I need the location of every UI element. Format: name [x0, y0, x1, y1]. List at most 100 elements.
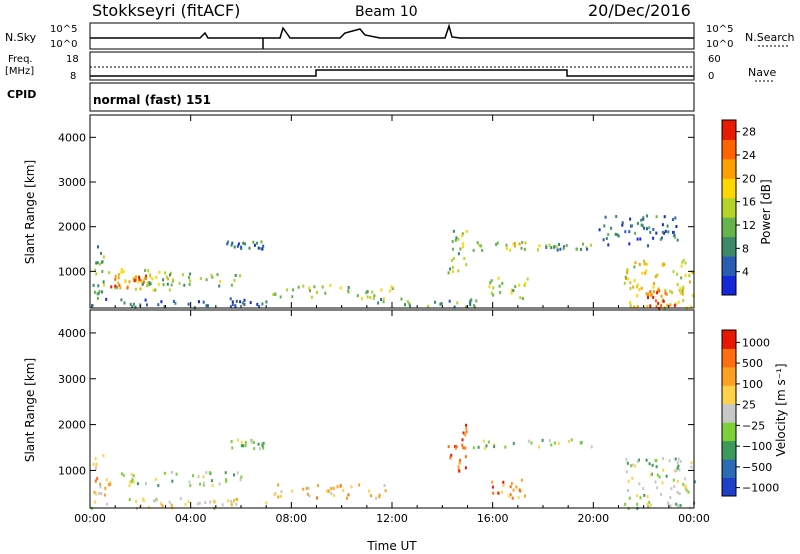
- pwr-echo-cell: [134, 275, 137, 279]
- pwr-echo-cell: [98, 262, 101, 266]
- pwr-echo-cell: [404, 303, 406, 307]
- vel-echo-cell: [679, 503, 682, 507]
- pwr-echo-cell: [456, 301, 459, 305]
- nave-label: Nave: [748, 66, 777, 79]
- pwr-echo-cell: [626, 271, 629, 275]
- power-panel-frame: [89, 114, 695, 309]
- vel-echo-cell: [104, 493, 106, 497]
- pwr-echo-cell: [623, 281, 626, 285]
- vel-echo-cell: [384, 489, 387, 493]
- freq-panel-frame: [89, 51, 695, 81]
- pwr-echo-cell: [95, 272, 98, 276]
- pwr-echo-cell: [138, 275, 141, 279]
- vel-echo-cell: [624, 502, 627, 506]
- pwr-echo-cell: [669, 289, 672, 293]
- pwr-echo-cell: [629, 301, 632, 305]
- vel-echo-cell: [230, 440, 233, 443]
- vel-echo-cell: [676, 466, 679, 470]
- pwr-colorbar-segment: [722, 275, 736, 296]
- pwr-echo-cell: [639, 237, 642, 241]
- pwr-echo-cell: [688, 274, 691, 278]
- pwr-echo-cell: [165, 275, 168, 279]
- pwr-echo-cell: [170, 283, 173, 287]
- pwr-echo-cell: [575, 247, 578, 251]
- vel-echo-cell: [645, 458, 648, 462]
- vel-echo-cell: [648, 462, 651, 466]
- vel-echo-cell: [684, 477, 687, 481]
- vel-echo-cell: [237, 438, 239, 442]
- pwr-colorbar-segment: [722, 217, 736, 238]
- pwr-echo-cell: [239, 300, 242, 304]
- pwr-echo-cell: [448, 299, 451, 303]
- pwr-echo-cell: [680, 276, 683, 280]
- pwr-echo-cell: [653, 290, 655, 294]
- vel-echo-cell: [491, 485, 494, 489]
- vel-echo-cell: [199, 482, 202, 486]
- vel-echo-cell: [675, 469, 678, 473]
- pwr-echo-cell: [649, 230, 652, 234]
- pwr-colorbar-segment: [722, 139, 736, 160]
- vel-echo-cell: [530, 441, 533, 445]
- freq-tick-top: 18: [66, 54, 79, 65]
- pwr-echo-cell: [673, 304, 676, 308]
- pwr-echo-cell: [382, 297, 385, 301]
- velocity-echoes: [90, 423, 696, 510]
- pwr-echo-cell: [377, 301, 380, 305]
- velocity-panel-frame: [89, 309, 695, 509]
- vel-echo-cell: [636, 502, 639, 506]
- pwr-echo-cell: [680, 264, 683, 268]
- pwr-echo-cell: [655, 299, 657, 303]
- pwr-echo-cell: [556, 248, 559, 252]
- vel-echo-cell: [230, 499, 233, 503]
- pwr-echo-cell: [230, 283, 233, 287]
- vel-echo-cell: [171, 479, 174, 483]
- vel-echo-cell: [358, 483, 361, 487]
- vel-echo-cell: [630, 464, 632, 468]
- pwr-echo-cell: [638, 288, 641, 292]
- vel-ytick-label: 2000: [58, 419, 86, 432]
- vel-echo-cell: [527, 439, 530, 443]
- vel-echo-cell: [236, 471, 239, 475]
- pwr-echo-cell: [629, 304, 632, 308]
- pwr-echo-cell: [553, 245, 556, 249]
- vel-echo-cell: [244, 441, 247, 444]
- pwr-echo-cell: [565, 244, 568, 247]
- pwr-echo-cell: [182, 273, 184, 277]
- beam-title: Beam 10: [355, 4, 418, 20]
- velocity-ylabel: Slant Range [km]: [23, 358, 37, 462]
- pwr-echo-cell: [519, 296, 522, 300]
- pwr-echo-cell: [624, 275, 627, 279]
- pwr-colorbar-segment: [722, 197, 736, 218]
- vel-echo-cell: [192, 474, 194, 478]
- pwr-echo-cell: [261, 302, 264, 306]
- pwr-echo-cell: [324, 291, 327, 295]
- vel-echo-cell: [235, 502, 238, 506]
- pwr-echo-cell: [478, 243, 481, 247]
- pwr-echo-cell: [523, 283, 526, 287]
- pwr-colorbar-segment: [722, 178, 736, 199]
- pwr-echo-cell: [248, 246, 251, 250]
- pwr-echo-cell: [662, 262, 665, 266]
- pwr-echo-cell: [373, 294, 376, 298]
- pwr-echo-cell: [219, 280, 222, 283]
- vel-echo-cell: [330, 487, 333, 491]
- vel-echo-cell: [636, 494, 639, 498]
- vel-echo-cell: [668, 459, 671, 463]
- vel-echo-cell: [455, 445, 458, 449]
- vel-echo-cell: [378, 493, 381, 497]
- pwr-echo-cell: [168, 288, 171, 292]
- pwr-echo-cell: [672, 270, 675, 274]
- vel-colorbar-segment: [722, 422, 736, 442]
- vel-echo-cell: [458, 461, 461, 465]
- pwr-echo-cell: [141, 282, 144, 286]
- vel-echo-cell: [502, 480, 505, 484]
- pwr-echo-cell: [664, 289, 667, 292]
- vel-echo-cell: [175, 472, 178, 476]
- pwr-echo-cell: [188, 282, 191, 286]
- pwr-echo-cell: [635, 285, 638, 289]
- pwr-echo-cell: [302, 284, 305, 288]
- pwr-echo-cell: [167, 277, 170, 281]
- vel-echo-cell: [280, 490, 283, 494]
- pwr-echo-cell: [160, 300, 163, 304]
- pwr-echo-cell: [103, 283, 105, 287]
